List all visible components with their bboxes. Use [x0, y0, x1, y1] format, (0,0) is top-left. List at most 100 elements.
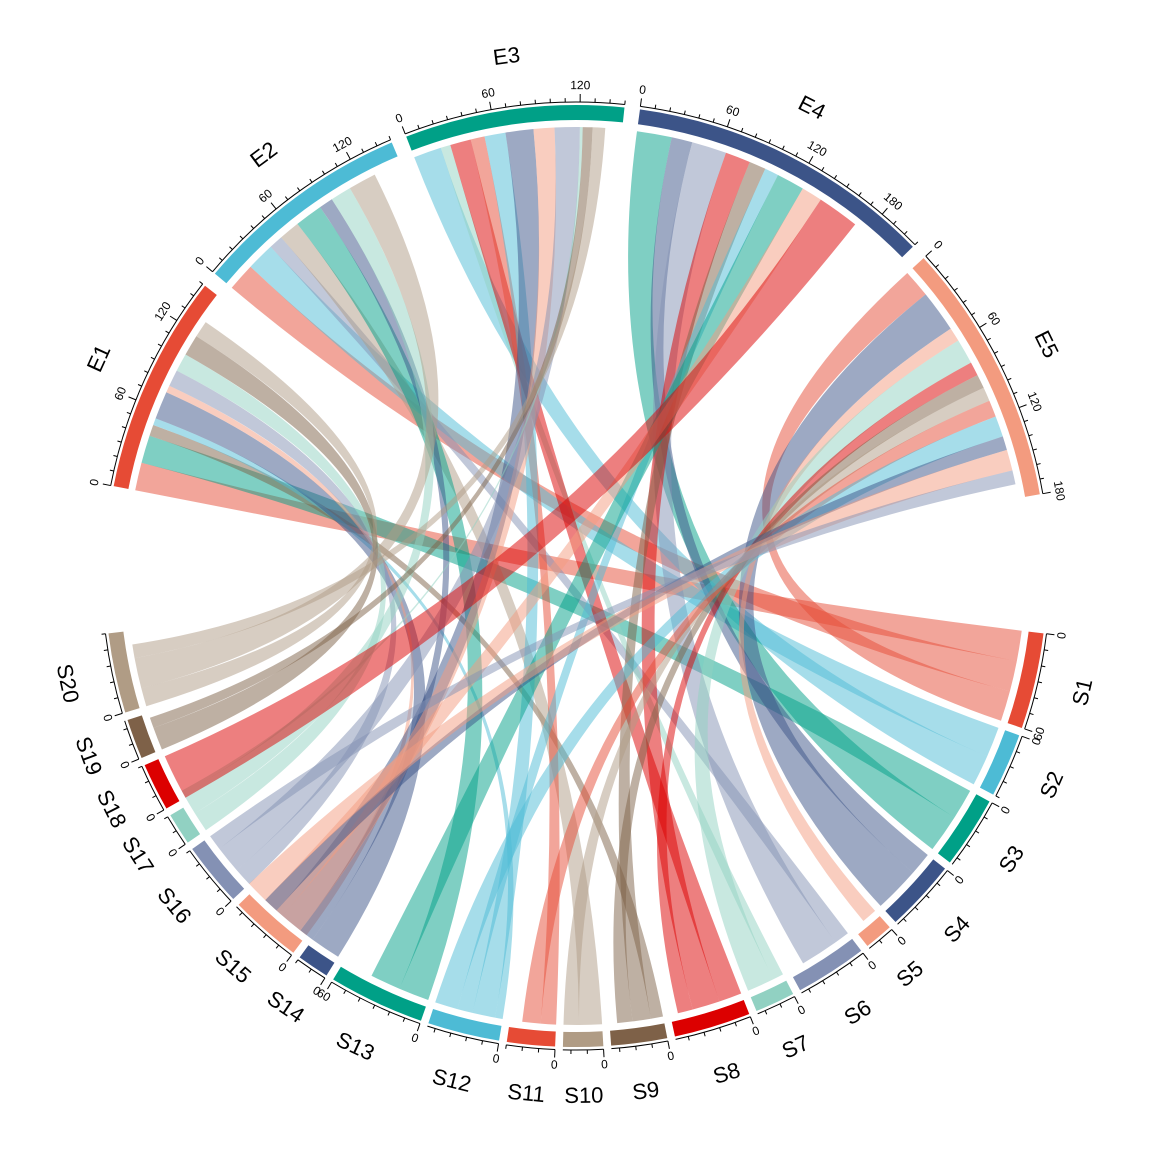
sector-label-S13: S13	[332, 1027, 378, 1066]
tick-mark	[1029, 712, 1034, 716]
tick-mark	[903, 918, 907, 922]
sector-label-S4: S4	[938, 911, 975, 948]
axis-S15	[236, 906, 292, 956]
tick-mark	[1037, 681, 1043, 684]
tick-mark	[914, 241, 919, 246]
tick-label: 120	[151, 299, 174, 324]
tick-mark	[416, 1023, 421, 1032]
tick-mark	[1033, 697, 1039, 700]
tick-mark	[667, 1040, 670, 1049]
tick-label: 120	[1025, 390, 1045, 414]
tick-mark	[734, 1022, 737, 1027]
tick-mark	[343, 990, 347, 995]
tick-mark	[102, 483, 111, 487]
tick-mark	[1001, 364, 1006, 368]
tick-mark	[794, 996, 799, 1004]
axis-S12	[427, 1025, 499, 1045]
sector-label-E2: E2	[245, 136, 282, 172]
chord-link-E1-S19	[153, 336, 378, 750]
sector-label-S7: S7	[778, 1030, 813, 1064]
tick-label: 60	[314, 986, 333, 1005]
chord-link-E2-S6	[270, 237, 848, 943]
tick-mark	[504, 103, 507, 108]
tick-label: 0	[666, 1048, 676, 1063]
tick-mark	[433, 1028, 436, 1033]
tick-mark	[971, 312, 976, 316]
sector-label-E5: E5	[1030, 327, 1064, 362]
chord-link-E2-S2	[250, 246, 999, 757]
tick-mark	[779, 1003, 783, 1008]
tick-mark	[284, 196, 289, 200]
tick-mark	[821, 167, 825, 171]
tick-mark	[295, 959, 299, 964]
sector-S10	[562, 1031, 604, 1048]
tick-mark	[144, 370, 149, 373]
chord-link-E1-S17	[176, 354, 386, 831]
tick-label: 0	[601, 1057, 609, 1071]
sector-label-S9: S9	[631, 1076, 661, 1104]
tick-mark	[388, 135, 392, 140]
tick-mark	[113, 697, 119, 700]
sector-S14	[299, 945, 335, 976]
tick-mark	[327, 981, 333, 990]
tick-mark	[703, 1032, 706, 1037]
sector-S6	[792, 938, 862, 991]
tick-mark	[754, 133, 758, 138]
tick-mark	[962, 299, 967, 303]
tick-mark	[144, 780, 149, 784]
tick-mark	[795, 152, 799, 157]
tick-mark	[239, 235, 244, 240]
tick-mark	[123, 728, 128, 731]
tick-mark	[109, 681, 115, 684]
tick-mark	[128, 743, 133, 746]
tick-mark	[719, 1027, 722, 1032]
tick-label: 0	[410, 1030, 421, 1046]
chord-link-E1-S14	[155, 392, 426, 957]
sector-S17	[170, 807, 201, 843]
axis-E2	[212, 139, 391, 273]
tick-mark	[1032, 448, 1037, 451]
tick-mark	[121, 426, 126, 429]
tick-mark	[128, 396, 137, 401]
tick-mark	[169, 315, 178, 321]
tick-mark	[195, 863, 200, 867]
tick-mark	[138, 765, 143, 769]
tick-mark	[401, 126, 406, 135]
axis-S10	[562, 1048, 604, 1051]
tick-mark	[206, 876, 210, 880]
sector-E5	[912, 258, 1040, 497]
tick-label: 60	[1030, 725, 1048, 742]
chord-link-E3-S16	[219, 126, 580, 871]
tick-mark	[914, 906, 919, 911]
sector-S1	[1007, 631, 1044, 728]
tick-mark	[263, 934, 267, 939]
tick-mark	[879, 939, 883, 944]
axis-S6	[801, 952, 864, 994]
sector-label-E4: E4	[794, 90, 829, 124]
sector-label-S3: S3	[994, 841, 1030, 877]
tick-mark	[846, 183, 850, 188]
tick-mark	[881, 207, 888, 215]
tick-mark	[669, 107, 672, 112]
tick-mark	[966, 844, 971, 848]
sector-E3	[406, 105, 625, 151]
tick-mark	[635, 1046, 637, 1051]
tick-label: 0	[393, 110, 405, 126]
tick-label: 60	[480, 85, 496, 101]
sector-label-S10: S10	[564, 1082, 604, 1108]
tick-label: 0	[551, 1058, 559, 1072]
tick-mark	[712, 118, 715, 123]
tick-mark	[808, 155, 814, 164]
tick-mark	[114, 712, 123, 717]
tick-mark	[505, 1044, 507, 1049]
sector-label-E1: E1	[82, 341, 116, 376]
axis-S9	[611, 1040, 668, 1050]
sector-label-S16: S16	[152, 882, 196, 928]
tick-label: 0	[100, 713, 115, 724]
tick-label: 120	[330, 133, 355, 155]
sector-S5	[858, 916, 890, 947]
tick-mark	[137, 384, 142, 387]
chord-link-E2-S1	[231, 266, 1017, 692]
axis-S2	[995, 736, 1023, 797]
tick-mark	[465, 1037, 468, 1042]
